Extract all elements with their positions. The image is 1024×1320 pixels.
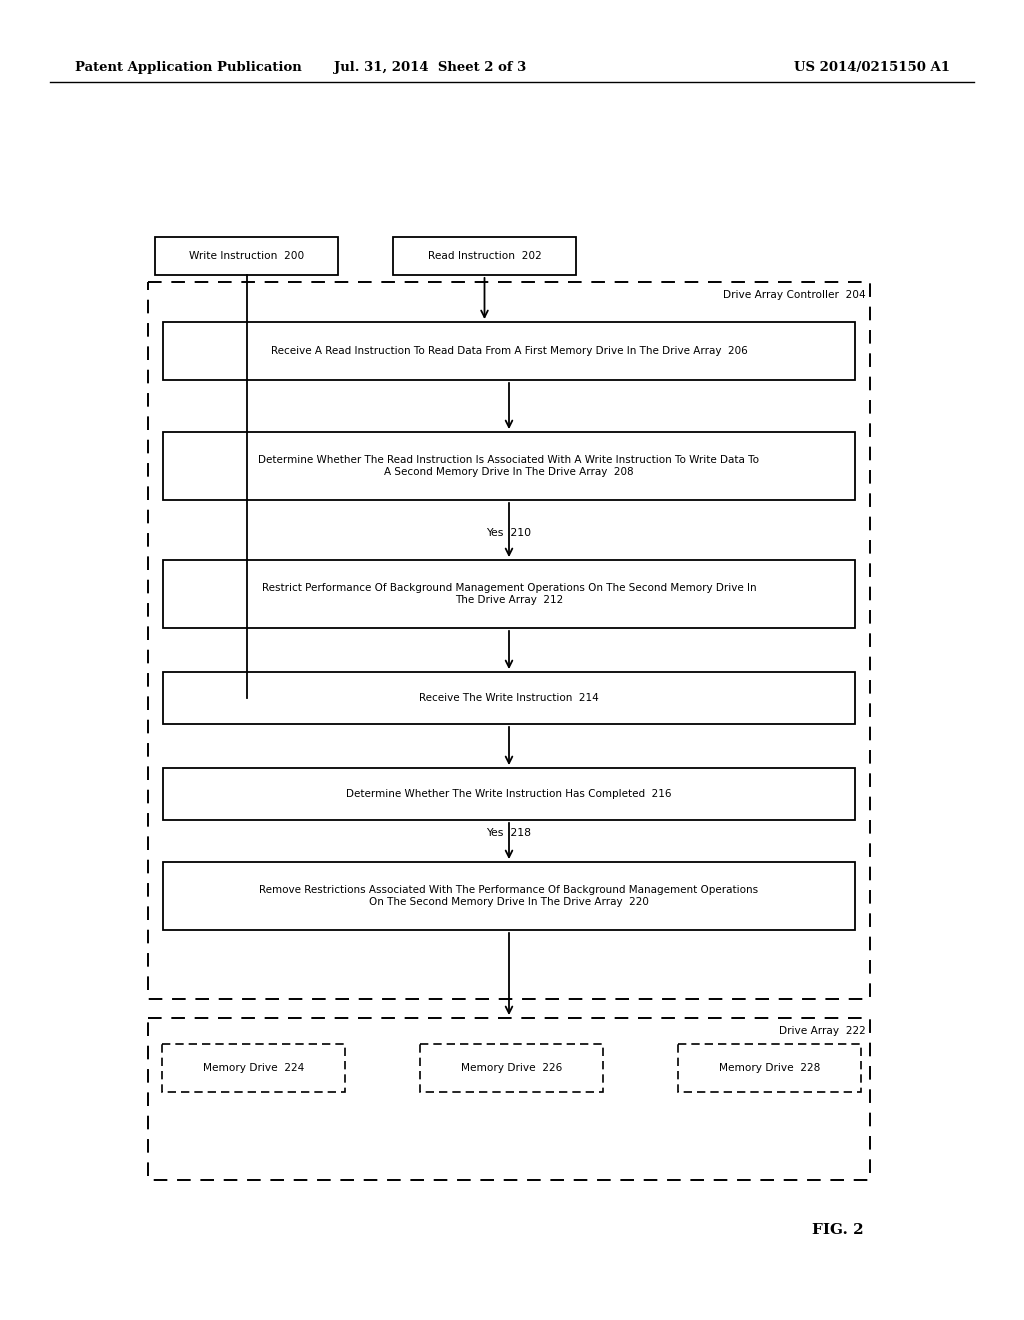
Text: Memory Drive  226: Memory Drive 226 (461, 1063, 562, 1073)
Bar (420, 1044, 603, 1092)
Bar (163, 560, 855, 628)
Text: US 2014/0215150 A1: US 2014/0215150 A1 (794, 62, 950, 74)
Text: Receive A Read Instruction To Read Data From A First Memory Drive In The Drive A: Receive A Read Instruction To Read Data … (270, 346, 748, 356)
Text: FIG. 2: FIG. 2 (812, 1224, 863, 1237)
Text: Drive Array Controller  204: Drive Array Controller 204 (723, 290, 866, 300)
Text: Determine Whether The Read Instruction Is Associated With A Write Instruction To: Determine Whether The Read Instruction I… (258, 455, 760, 477)
Text: Jul. 31, 2014  Sheet 2 of 3: Jul. 31, 2014 Sheet 2 of 3 (334, 62, 526, 74)
Text: Receive The Write Instruction  214: Receive The Write Instruction 214 (419, 693, 599, 704)
Text: Memory Drive  224: Memory Drive 224 (203, 1063, 304, 1073)
Bar (163, 322, 855, 380)
Bar (393, 238, 575, 275)
Bar (163, 862, 855, 931)
Text: Determine Whether The Write Instruction Has Completed  216: Determine Whether The Write Instruction … (346, 789, 672, 799)
Bar (148, 282, 870, 999)
Text: Yes  218: Yes 218 (486, 828, 531, 838)
Text: Memory Drive  228: Memory Drive 228 (719, 1063, 820, 1073)
Text: Patent Application Publication: Patent Application Publication (75, 62, 302, 74)
Text: Drive Array  222: Drive Array 222 (779, 1026, 866, 1036)
Text: Restrict Performance Of Background Management Operations On The Second Memory Dr: Restrict Performance Of Background Manag… (262, 583, 757, 605)
Text: Yes  210: Yes 210 (486, 528, 531, 539)
Bar (163, 672, 855, 723)
Text: Remove Restrictions Associated With The Performance Of Background Management Ope: Remove Restrictions Associated With The … (259, 886, 759, 907)
Text: Read Instruction  202: Read Instruction 202 (428, 251, 542, 261)
Bar (678, 1044, 861, 1092)
Bar (162, 1044, 345, 1092)
Bar (148, 1018, 870, 1180)
Text: Write Instruction  200: Write Instruction 200 (188, 251, 304, 261)
Bar (163, 432, 855, 500)
Bar (163, 768, 855, 820)
Bar (155, 238, 338, 275)
